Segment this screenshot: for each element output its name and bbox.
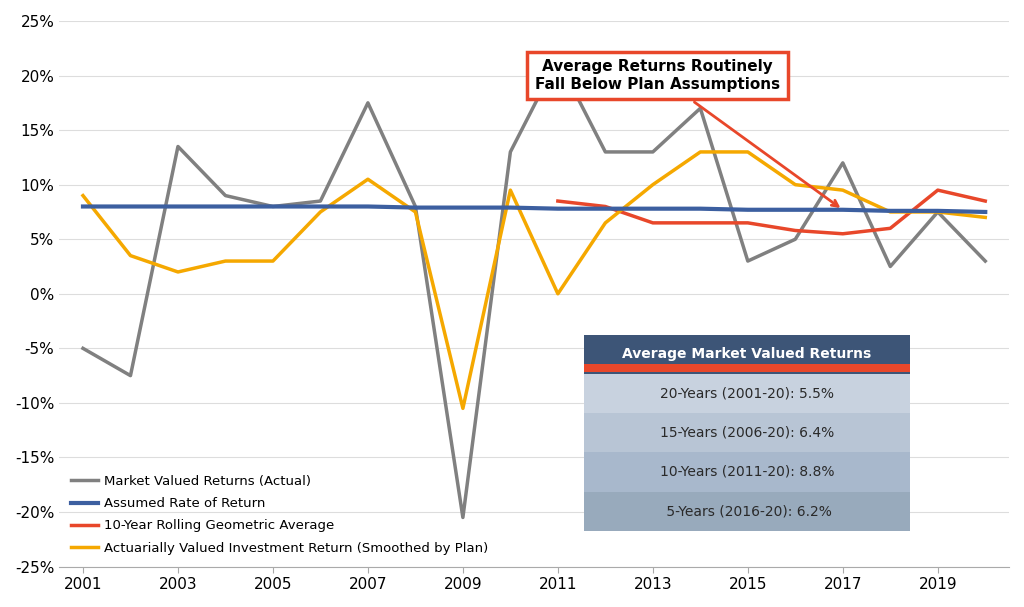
Assumed Rate of Return (410, 204, 422, 211)
Market Valued Returns (Actual) (410, 203, 422, 210)
Actuarially Valued Investment Return (Smoothed by Plan) (790, 181, 802, 188)
Actuarially Valued Investment Return (Smoothed by Plan) (77, 192, 89, 199)
Market Valued Returns (Actual) (77, 345, 89, 352)
Assumed Rate of Return (172, 203, 184, 210)
Actuarially Valued Investment Return (Smoothed by Plan) (599, 219, 611, 226)
Assumed Rate of Return (837, 206, 849, 214)
Actuarially Valued Investment Return (Smoothed by Plan) (552, 290, 564, 297)
Text: 20-Years (2001-20): 5.5%: 20-Years (2001-20): 5.5% (660, 387, 834, 401)
Assumed Rate of Return (741, 206, 754, 214)
Assumed Rate of Return (124, 203, 136, 210)
Market Valued Returns (Actual) (741, 257, 754, 265)
Line: 10-Year Rolling Geometric Average: 10-Year Rolling Geometric Average (558, 190, 985, 234)
Market Valued Returns (Actual) (457, 514, 469, 521)
Assumed Rate of Return (361, 203, 374, 210)
Text: 15-Years (2006-20): 6.4%: 15-Years (2006-20): 6.4% (659, 426, 835, 439)
Text: Average Returns Routinely
Fall Below Plan Assumptions: Average Returns Routinely Fall Below Pla… (535, 59, 838, 206)
Market Valued Returns (Actual) (361, 99, 374, 106)
Actuarially Valued Investment Return (Smoothed by Plan) (932, 208, 944, 215)
Market Valued Returns (Actual) (267, 203, 280, 210)
Actuarially Valued Investment Return (Smoothed by Plan) (410, 208, 422, 215)
Actuarially Valued Investment Return (Smoothed by Plan) (647, 181, 659, 188)
Actuarially Valued Investment Return (Smoothed by Plan) (457, 405, 469, 412)
Actuarially Valued Investment Return (Smoothed by Plan) (124, 252, 136, 259)
Assumed Rate of Return (599, 205, 611, 212)
Assumed Rate of Return (77, 203, 89, 210)
Market Valued Returns (Actual) (790, 236, 802, 243)
Bar (585, 364, 909, 372)
10-Year Rolling Geometric Average (979, 197, 991, 205)
10-Year Rolling Geometric Average (647, 219, 659, 226)
Market Valued Returns (Actual) (694, 104, 707, 112)
Actuarially Valued Investment Return (Smoothed by Plan) (172, 268, 184, 276)
Market Valued Returns (Actual) (979, 257, 991, 265)
Market Valued Returns (Actual) (932, 208, 944, 215)
Market Valued Returns (Actual) (504, 148, 516, 155)
Market Valued Returns (Actual) (552, 56, 564, 63)
Market Valued Returns (Actual) (647, 148, 659, 155)
Actuarially Valued Investment Return (Smoothed by Plan) (837, 186, 849, 194)
10-Year Rolling Geometric Average (694, 219, 707, 226)
Actuarially Valued Investment Return (Smoothed by Plan) (361, 175, 374, 183)
Assumed Rate of Return (457, 204, 469, 211)
Actuarially Valued Investment Return (Smoothed by Plan) (884, 208, 896, 215)
FancyBboxPatch shape (585, 334, 909, 374)
FancyBboxPatch shape (585, 492, 909, 531)
Market Valued Returns (Actual) (314, 197, 327, 205)
Legend: Market Valued Returns (Actual), Assumed Rate of Return, 10-Year Rolling Geometri: Market Valued Returns (Actual), Assumed … (66, 470, 494, 560)
10-Year Rolling Geometric Average (790, 227, 802, 234)
Line: Assumed Rate of Return: Assumed Rate of Return (83, 206, 985, 212)
Assumed Rate of Return (314, 203, 327, 210)
10-Year Rolling Geometric Average (552, 197, 564, 205)
10-Year Rolling Geometric Average (741, 219, 754, 226)
Line: Market Valued Returns (Actual): Market Valued Returns (Actual) (83, 59, 985, 518)
Assumed Rate of Return (694, 205, 707, 212)
Market Valued Returns (Actual) (219, 192, 231, 199)
Actuarially Valued Investment Return (Smoothed by Plan) (504, 186, 516, 194)
10-Year Rolling Geometric Average (837, 230, 849, 237)
Text: Average Market Valued Returns: Average Market Valued Returns (623, 347, 871, 361)
Assumed Rate of Return (504, 204, 516, 211)
Market Valued Returns (Actual) (172, 143, 184, 150)
Actuarially Valued Investment Return (Smoothed by Plan) (694, 148, 707, 155)
Actuarially Valued Investment Return (Smoothed by Plan) (267, 257, 280, 265)
Line: Actuarially Valued Investment Return (Smoothed by Plan): Actuarially Valued Investment Return (Sm… (83, 152, 985, 409)
Assumed Rate of Return (979, 208, 991, 215)
Market Valued Returns (Actual) (884, 263, 896, 270)
Assumed Rate of Return (552, 205, 564, 212)
Actuarially Valued Investment Return (Smoothed by Plan) (219, 257, 231, 265)
10-Year Rolling Geometric Average (932, 186, 944, 194)
Market Valued Returns (Actual) (599, 148, 611, 155)
Actuarially Valued Investment Return (Smoothed by Plan) (741, 148, 754, 155)
Text: 5-Years (2016-20): 6.2%: 5-Years (2016-20): 6.2% (663, 504, 831, 518)
Market Valued Returns (Actual) (837, 159, 849, 166)
Assumed Rate of Return (267, 203, 280, 210)
Assumed Rate of Return (219, 203, 231, 210)
10-Year Rolling Geometric Average (884, 225, 896, 232)
Actuarially Valued Investment Return (Smoothed by Plan) (979, 214, 991, 221)
10-Year Rolling Geometric Average (599, 203, 611, 210)
FancyBboxPatch shape (585, 452, 909, 492)
Assumed Rate of Return (932, 207, 944, 214)
Text: 10-Years (2011-20): 8.8%: 10-Years (2011-20): 8.8% (659, 465, 835, 479)
FancyBboxPatch shape (585, 413, 909, 452)
Assumed Rate of Return (884, 207, 896, 214)
Actuarially Valued Investment Return (Smoothed by Plan) (314, 208, 327, 215)
FancyBboxPatch shape (585, 374, 909, 413)
Assumed Rate of Return (790, 206, 802, 214)
Market Valued Returns (Actual) (124, 372, 136, 379)
Assumed Rate of Return (647, 205, 659, 212)
